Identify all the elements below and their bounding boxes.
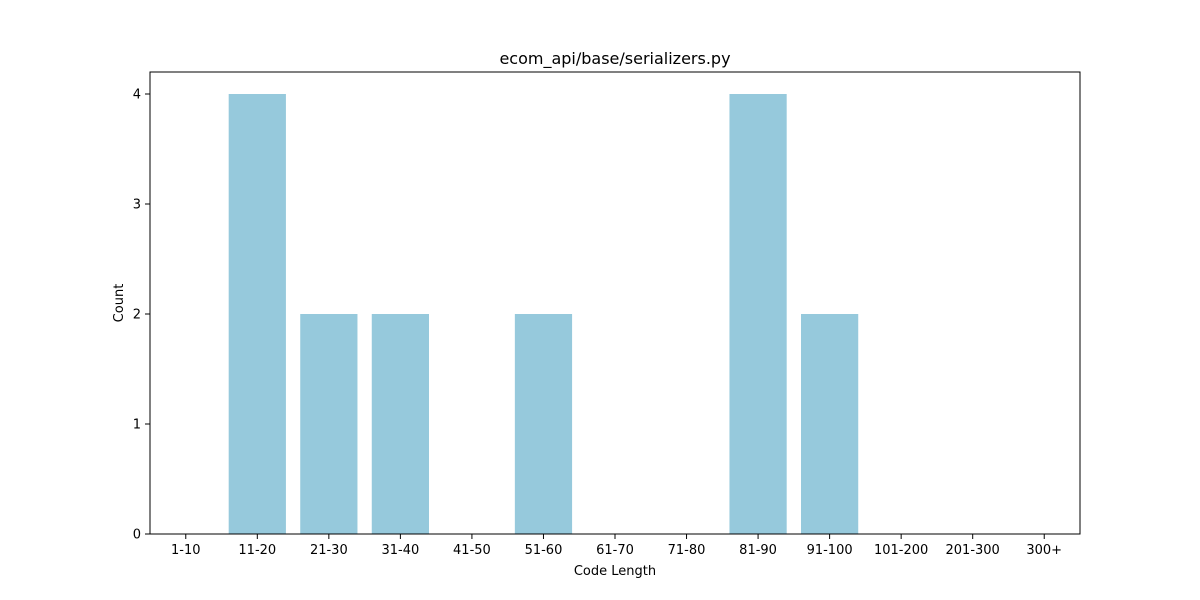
x-tick-label: 31-40 (381, 543, 419, 558)
bar-51-60 (514, 314, 573, 534)
y-tick-label: 4 (133, 88, 141, 103)
x-tick-label: 21-30 (310, 543, 348, 558)
y-tick-label: 0 (133, 528, 141, 543)
y-tick-label: 1 (133, 418, 141, 433)
bar-91-100 (801, 314, 859, 534)
x-tick-label: 41-50 (453, 543, 491, 558)
x-tick-label: 91-100 (807, 543, 853, 558)
x-tick-label: 81-90 (739, 543, 777, 558)
x-axis: 1-10 11-20 21-30 31-40 41-50 51-60 61-70 71-80 8… (171, 534, 1062, 558)
x-tick-label: 51-60 (525, 543, 563, 558)
x-tick-label: 11-20 (238, 543, 276, 558)
y-axis-label: Count (112, 284, 127, 323)
bar-31-40 (371, 314, 429, 534)
plot-frame (149, 71, 1081, 535)
bar-21-30 (300, 314, 358, 534)
x-axis-label: Code Length (574, 564, 656, 579)
y-axis: 0 1 2 3 4 (133, 88, 150, 543)
chart-title: ecom_api/base/serializers.py (499, 49, 730, 69)
x-tick-label: 201-300 (946, 543, 1000, 558)
y-tick-label: 2 (133, 308, 141, 323)
bars-layer (228, 94, 859, 534)
bar-81-90 (729, 94, 787, 534)
bar-11-20 (228, 94, 286, 534)
x-tick-label: 1-10 (171, 543, 201, 558)
x-tick-label: 71-80 (668, 543, 706, 558)
y-tick-label: 3 (133, 198, 141, 213)
x-tick-label: 300+ (1026, 543, 1062, 558)
x-tick-label: 101-200 (874, 543, 928, 558)
x-tick-label: 61-70 (596, 543, 634, 558)
